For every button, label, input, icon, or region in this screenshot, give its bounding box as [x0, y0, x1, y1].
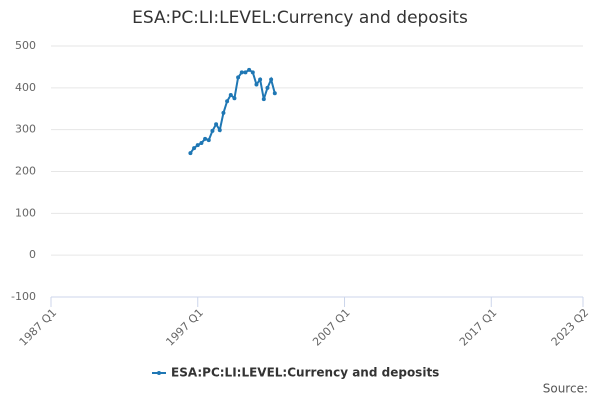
- chart-title: ESA:PC:LI:LEVEL:Currency and deposits: [132, 8, 468, 28]
- point: [258, 77, 263, 82]
- x-tick-label: 1987 Q1: [17, 306, 60, 349]
- line: [189, 68, 276, 154]
- x-tick-label: 2023 Q2: [549, 306, 592, 349]
- point: [228, 92, 233, 97]
- y-tick-label: 300: [15, 123, 36, 136]
- x-tick-label: 2007 Q1: [310, 306, 353, 349]
- point: [247, 67, 252, 72]
- legend-marker: [157, 371, 161, 375]
- x-tick-label: 2017 Q1: [457, 306, 500, 349]
- point: [243, 70, 248, 75]
- point: [195, 143, 200, 148]
- y-tick-label: 0: [29, 248, 36, 261]
- y-tick-label: 400: [15, 81, 36, 94]
- point: [261, 97, 266, 102]
- point: [217, 128, 222, 133]
- point: [192, 146, 197, 151]
- point: [239, 70, 244, 75]
- point: [203, 136, 208, 141]
- y-tick-label: -100: [11, 290, 36, 303]
- point: [210, 128, 215, 133]
- point: [225, 99, 230, 104]
- point: [214, 122, 219, 127]
- y-tick-label: 200: [15, 165, 36, 178]
- y-tick-label: 500: [15, 39, 36, 52]
- point: [232, 96, 237, 101]
- point: [221, 110, 226, 115]
- source: Source:: [543, 382, 588, 396]
- point: [199, 141, 204, 146]
- point: [236, 75, 241, 80]
- point: [206, 138, 211, 143]
- y-tick-label: 100: [15, 206, 36, 219]
- point: [188, 151, 193, 156]
- point: [265, 85, 270, 90]
- point: [269, 77, 274, 82]
- point: [254, 82, 259, 87]
- point: [272, 91, 277, 96]
- legend-label: ESA:PC:LI:LEVEL:Currency and deposits: [171, 366, 439, 380]
- x-tick-label: 1997 Q1: [163, 306, 206, 349]
- point: [250, 70, 255, 75]
